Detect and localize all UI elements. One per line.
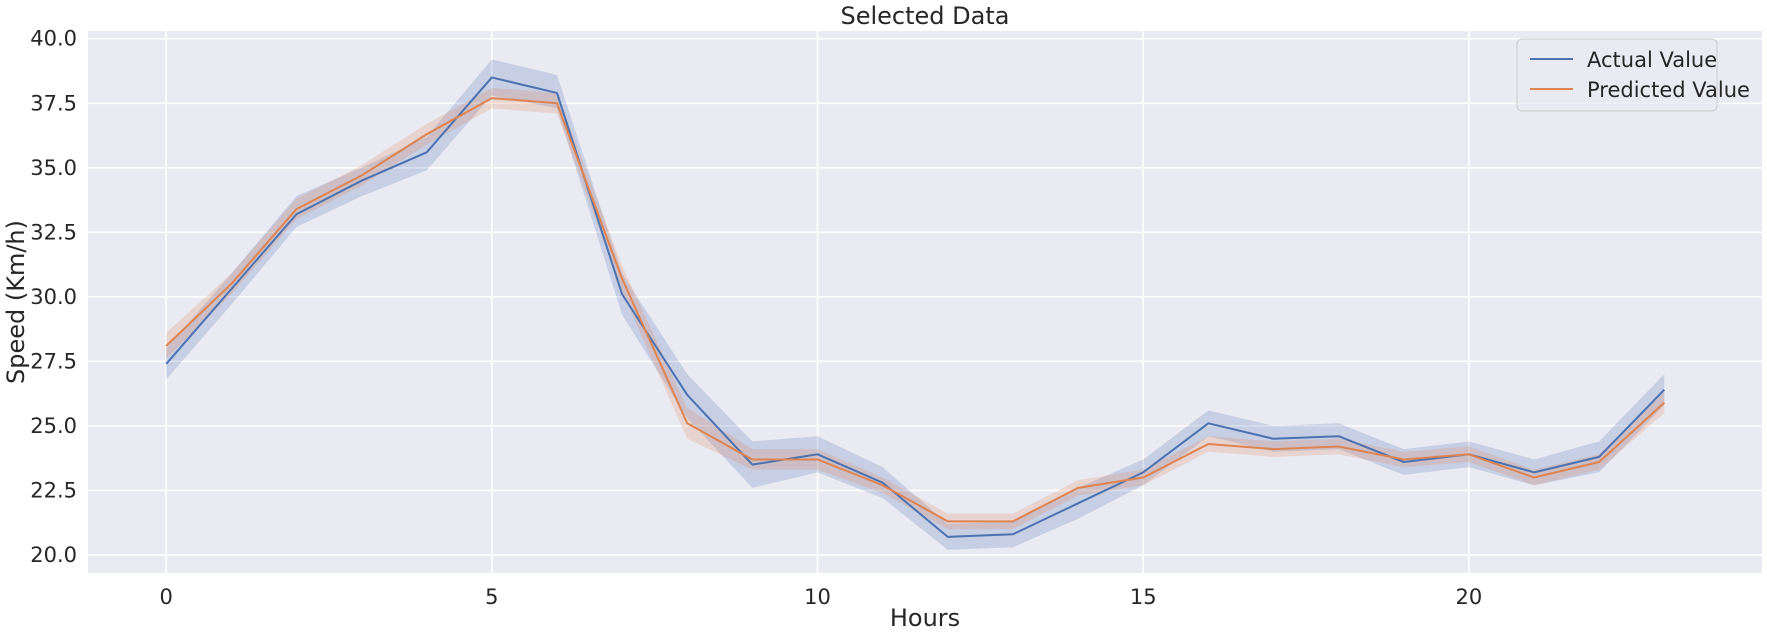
x-axis-title: Hours: [890, 604, 960, 632]
y-tick-label: 20.0: [30, 543, 77, 567]
predicted-value-line: [165, 97, 1665, 523]
x-tick-label: 20: [1456, 585, 1483, 609]
actual-value-confidence-band: [166, 59, 1665, 550]
actual-value-legend-label: Actual Value: [1587, 48, 1717, 72]
x-tick-label: 15: [1130, 585, 1157, 609]
x-tick-label: 0: [159, 585, 172, 609]
chart-title: Selected Data: [841, 2, 1010, 30]
legend-box: [1516, 38, 1718, 112]
x-axis-ticks: 0 5 10 15 20: [159, 585, 1482, 609]
y-tick-label: 35.0: [30, 156, 77, 180]
actual-value-line: [165, 76, 1666, 538]
plot-area-background: [88, 31, 1762, 573]
x-tick-label: 10: [804, 585, 831, 609]
x-tick-label: 5: [485, 585, 498, 609]
y-tick-label: 32.5: [30, 220, 77, 244]
y-axis-title: Speed (Km/h): [2, 220, 30, 384]
y-axis-ticks: 20.0 22.5 25.0 27.5 30.0 32.5 35.0 37.5 40.0: [30, 27, 77, 567]
y-tick-label: 25.0: [30, 414, 77, 438]
y-tick-label: 22.5: [30, 478, 77, 502]
series-lines: [165, 76, 1666, 538]
y-tick-label: 27.5: [30, 349, 77, 373]
y-tick-label: 37.5: [30, 91, 77, 115]
predicted-value-legend-label: Predicted Value: [1587, 78, 1750, 102]
confidence-bands: [166, 59, 1665, 550]
legend-items: Actual Value Predicted Value: [1530, 48, 1750, 102]
grid-lines: [88, 31, 1762, 573]
y-tick-label: 40.0: [30, 27, 77, 51]
legend: Actual Value Predicted Value: [1516, 38, 1750, 112]
y-tick-label: 30.0: [30, 285, 77, 309]
